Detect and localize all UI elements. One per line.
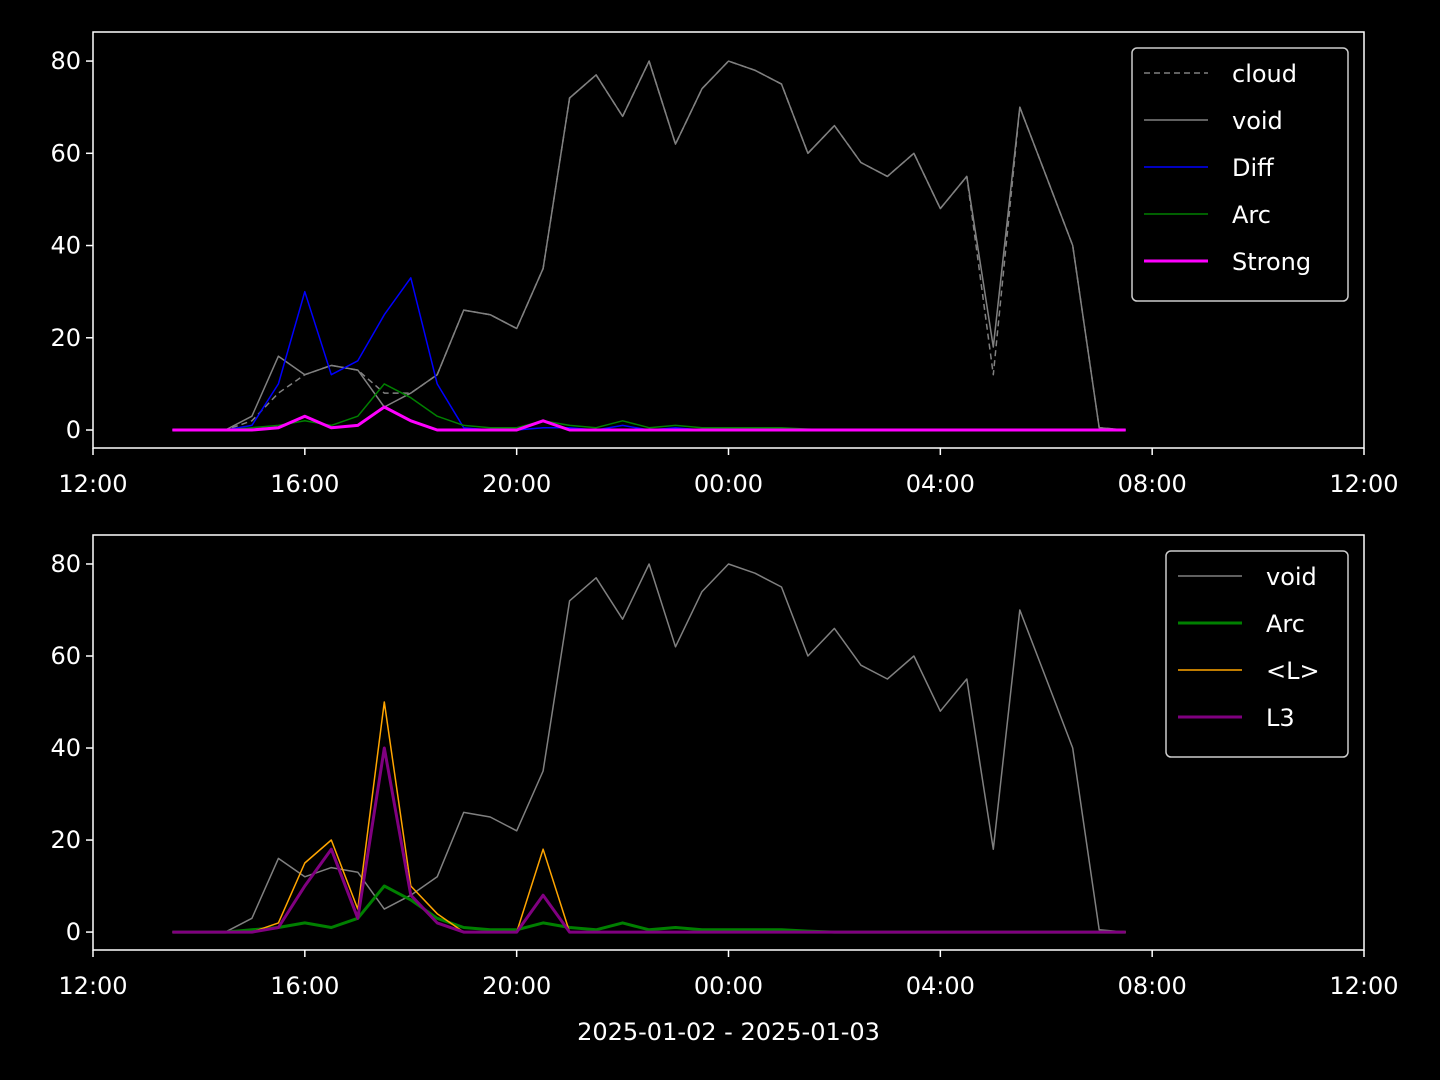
- legend-label: cloud: [1232, 60, 1297, 88]
- y-tick-label: 80: [50, 47, 81, 75]
- y-tick-label: 40: [50, 232, 81, 260]
- legend-label: void: [1232, 107, 1283, 135]
- x-tick-label: 20:00: [482, 972, 551, 1000]
- x-tick-label: 20:00: [482, 470, 551, 498]
- legend-box: [1131, 47, 1349, 302]
- x-tick-label: 04:00: [906, 972, 975, 1000]
- x-tick-label: 12:00: [58, 470, 127, 498]
- series-line: [172, 60, 1126, 431]
- y-tick-label: 20: [50, 826, 81, 854]
- x-axis-label: 2025-01-02 - 2025-01-03: [577, 1018, 880, 1046]
- legend-label: void: [1266, 563, 1317, 591]
- x-tick-label: 08:00: [1118, 470, 1187, 498]
- y-tick-label: 80: [50, 550, 81, 578]
- x-tick-label: 16:00: [270, 470, 339, 498]
- y-tick-label: 60: [50, 642, 81, 670]
- x-tick-label: 08:00: [1118, 972, 1187, 1000]
- x-tick-label: 12:00: [1329, 972, 1398, 1000]
- legend-label: L3: [1266, 704, 1295, 732]
- y-tick-label: 20: [50, 324, 81, 352]
- y-tick-label: 40: [50, 734, 81, 762]
- series-line: [172, 405, 1126, 432]
- axes-frame: [92, 534, 1365, 951]
- legend-label: <L>: [1266, 657, 1320, 685]
- x-tick-label: 04:00: [906, 470, 975, 498]
- y-tick-label: 0: [66, 416, 81, 444]
- axes-frame: [92, 31, 1365, 449]
- x-tick-label: 00:00: [694, 470, 763, 498]
- legend-label: Arc: [1232, 201, 1271, 229]
- y-tick-label: 60: [50, 139, 81, 167]
- legend-box: [1165, 550, 1349, 758]
- legend-label: Arc: [1266, 610, 1305, 638]
- series-line: [172, 746, 1126, 934]
- x-tick-label: 16:00: [270, 972, 339, 1000]
- legend-label: Diff: [1232, 154, 1274, 182]
- x-tick-label: 00:00: [694, 972, 763, 1000]
- x-tick-label: 12:00: [58, 972, 127, 1000]
- legend-label: Strong: [1232, 248, 1311, 276]
- y-tick-label: 0: [66, 918, 81, 946]
- series-line: [172, 563, 1126, 933]
- x-tick-label: 12:00: [1329, 470, 1398, 498]
